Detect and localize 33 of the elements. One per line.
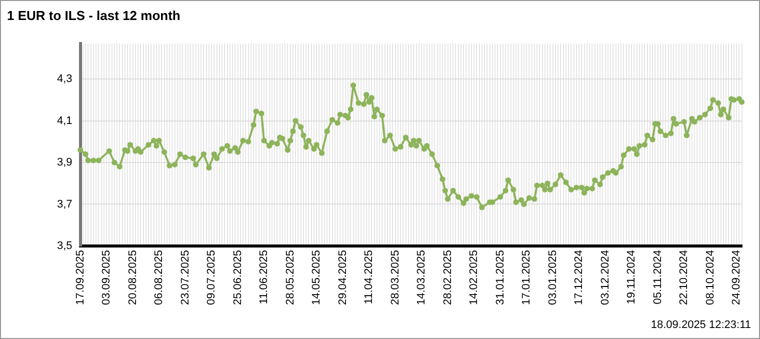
x-tick-label: 31.01.2025: [494, 250, 506, 306]
x-tick-label: 20.08.2025: [126, 250, 139, 306]
x-tick-label: 17.12.2024: [573, 250, 586, 306]
x-tick-label: 14.03.2025: [416, 250, 428, 306]
y-tick-label: 3,7: [56, 198, 72, 210]
x-tick-label: 03.12.2024: [599, 250, 612, 306]
x-tick-label: 28.03.2025: [389, 250, 402, 306]
x-tick-label: 05.11.2024: [652, 250, 664, 304]
x-tick-label: 23.07.2025: [179, 250, 192, 306]
x-tick-label: 11.06.2025: [258, 250, 270, 304]
x-tick-label: 08.10.2024: [704, 250, 716, 306]
text: 18.09.2025 12:23:11: [650, 319, 751, 331]
x-tick-label: 14.02.2025: [468, 250, 480, 306]
x-tick-label: 11.04.2025: [363, 250, 376, 304]
y-tick-label: 4,3: [56, 73, 72, 86]
x-tick-label: 09.07.2025: [206, 250, 218, 306]
y-tick-label: 4,1: [56, 114, 72, 127]
x-tick-label: 03.09.2025: [100, 250, 113, 306]
x-tick-label: 22.10.2024: [678, 250, 690, 306]
x-tick-label: 17.01.2025: [520, 250, 533, 306]
y-tick-label: 3,5: [56, 240, 72, 252]
x-tick-label: 19.11.2024: [626, 250, 638, 304]
x-tick-label: 06.08.2025: [153, 250, 166, 306]
x-tick-label: 25.06.2025: [232, 250, 244, 306]
x-tick-label: 28.05.2025: [284, 250, 296, 306]
x-tick-label: 24.09.2024: [730, 250, 743, 306]
y-tick-label: 3,9: [56, 156, 72, 169]
chart-title: 1 EUR to ILS - last 12 month: [7, 8, 180, 23]
x-tick-label: 28.02.2025: [442, 250, 454, 306]
x-tick-label: 17.09.2025: [74, 250, 86, 306]
x-tick-label: 03.01.2025: [546, 250, 559, 306]
x-tick-label: 14.05.2025: [310, 250, 323, 306]
x-tick-label: 29.04.2025: [336, 250, 349, 306]
